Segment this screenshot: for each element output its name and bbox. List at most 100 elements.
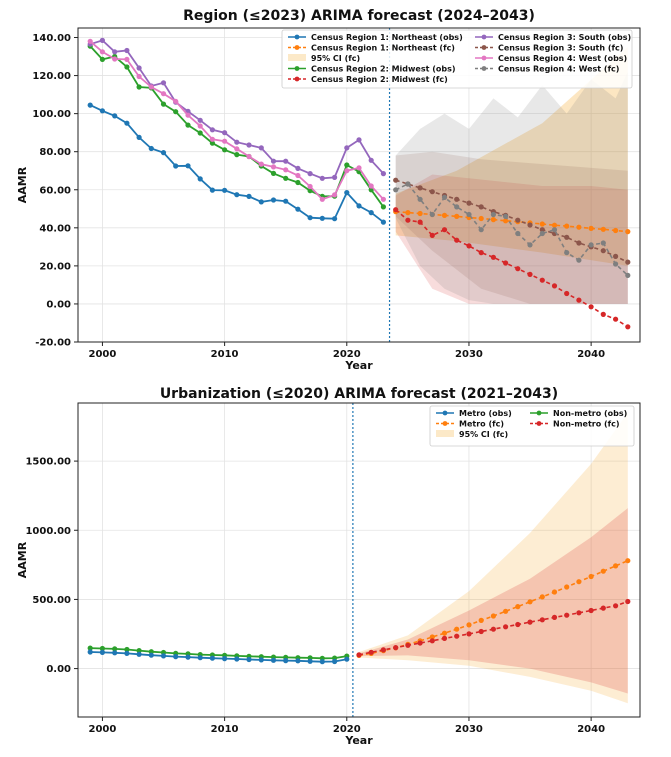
- data-point: [197, 123, 203, 129]
- legend-item: Census Region 1: Northeast (fc): [288, 44, 455, 53]
- data-point: [368, 157, 374, 163]
- legend-swatch: [436, 430, 454, 437]
- x-axis-label: Year: [344, 359, 373, 372]
- legend-marker: [442, 410, 448, 416]
- legend-item: 95% CI (fc): [436, 430, 508, 439]
- data-point: [478, 227, 484, 233]
- data-point: [576, 240, 582, 246]
- data-point: [454, 204, 460, 210]
- data-point: [613, 227, 619, 234]
- data-point: [307, 183, 313, 190]
- y-axis-label: AAMR: [16, 541, 29, 578]
- data-point: [124, 47, 130, 54]
- data-point: [197, 655, 203, 661]
- series-metro-obs: [87, 649, 350, 665]
- data-point: [478, 628, 484, 635]
- x-tick-label: 2040: [577, 349, 605, 360]
- data-point: [124, 646, 130, 653]
- legend-label: Metro (fc): [459, 420, 504, 429]
- data-point: [295, 658, 301, 664]
- series-line: [90, 651, 347, 663]
- data-point: [539, 230, 545, 237]
- data-point: [441, 212, 448, 218]
- y-tick-label: 500.00: [32, 595, 71, 606]
- data-point: [625, 324, 631, 330]
- data-point: [307, 171, 313, 177]
- plot-frame: [77, 402, 641, 718]
- data-point: [564, 612, 570, 618]
- plot-frame: [77, 27, 641, 343]
- data-point: [258, 145, 264, 151]
- data-point: [148, 84, 154, 90]
- data-point: [454, 237, 460, 243]
- legend-marker: [481, 55, 487, 61]
- data-point: [551, 589, 558, 595]
- data-point: [564, 584, 570, 590]
- data-point: [209, 187, 215, 193]
- data-point: [295, 206, 301, 212]
- data-point: [283, 658, 289, 664]
- legend-marker: [294, 34, 300, 40]
- data-point: [600, 248, 606, 254]
- data-point: [417, 185, 423, 191]
- x-tick-label: 2030: [455, 349, 483, 360]
- data-point: [197, 130, 203, 136]
- x-tick-label: 2040: [577, 724, 605, 735]
- ci-band-1: [359, 508, 628, 694]
- x-tick-label: 2010: [211, 349, 239, 360]
- data-point: [527, 619, 533, 625]
- data-point: [234, 139, 240, 145]
- data-point: [429, 189, 435, 195]
- data-point: [625, 259, 631, 265]
- data-point: [429, 634, 435, 640]
- data-point: [515, 217, 521, 223]
- legend-item: Non-metro (obs): [530, 409, 627, 418]
- data-point: [185, 654, 191, 660]
- data-point: [160, 653, 167, 659]
- data-point: [295, 165, 301, 171]
- series-line: [90, 647, 347, 660]
- legend-label: 95% CI (fc): [459, 430, 508, 439]
- data-point: [270, 197, 277, 203]
- data-point: [356, 203, 362, 209]
- data-point: [87, 649, 93, 655]
- data-point: [429, 638, 435, 644]
- data-point: [368, 649, 374, 655]
- data-point: [393, 177, 399, 183]
- data-point: [454, 626, 460, 632]
- data-point: [173, 109, 179, 115]
- data-point: [478, 215, 484, 222]
- data-point: [466, 631, 472, 637]
- x-tick-label: 2010: [211, 724, 239, 735]
- data-point: [173, 654, 179, 660]
- y-tick-label: 20.00: [39, 261, 71, 272]
- data-point: [344, 168, 350, 174]
- legend-item: Non-metro (fc): [530, 420, 620, 429]
- data-point: [393, 187, 399, 193]
- data-point: [209, 655, 215, 661]
- data-point: [393, 645, 399, 651]
- y-tick-label: 0.00: [46, 664, 71, 675]
- data-point: [551, 227, 558, 233]
- data-point: [564, 290, 570, 297]
- data-point: [551, 283, 558, 289]
- data-point: [539, 617, 545, 623]
- data-point: [234, 656, 240, 662]
- data-point: [527, 271, 533, 277]
- data-point: [87, 38, 93, 44]
- y-tick-label: 0.00: [46, 299, 71, 310]
- legend-item: Metro (obs): [436, 409, 512, 418]
- x-tick-label: 2030: [455, 724, 483, 735]
- series-census-region-1-northeast-obs: [87, 102, 386, 225]
- data-point: [588, 573, 594, 580]
- data-point: [576, 579, 582, 585]
- x-tick-label: 2000: [89, 724, 117, 735]
- data-point: [112, 650, 118, 656]
- legend-item: Census Region 2: Midwest (fc): [288, 75, 448, 84]
- legend-item: Census Region 3: South (obs): [475, 33, 631, 42]
- data-point: [405, 210, 411, 216]
- grid-lines: [78, 28, 640, 343]
- y-tick-label: 1500.00: [25, 457, 71, 468]
- data-point: [246, 193, 252, 199]
- y-tick-label: 1000.00: [25, 526, 71, 537]
